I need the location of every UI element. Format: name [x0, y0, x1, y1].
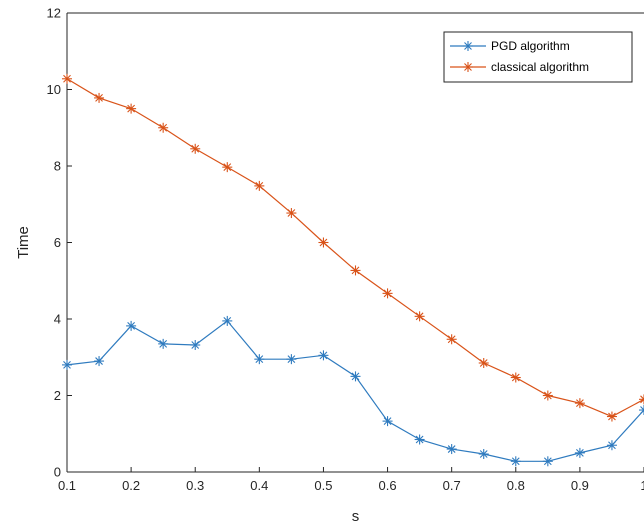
data-point — [190, 340, 201, 351]
series-layer — [62, 73, 644, 467]
legend-label: classical algorithm — [491, 60, 589, 74]
data-point — [286, 208, 297, 219]
legend-marker — [463, 62, 473, 72]
data-point — [382, 288, 393, 299]
y-tick-label: 8 — [54, 159, 61, 174]
data-point — [606, 440, 617, 451]
data-point — [222, 315, 233, 326]
x-axis: 0.1 0.2 0.3 0.4 0.5 0.6 0.7 0.8 0.9 1 — [58, 467, 644, 493]
data-point — [382, 416, 393, 427]
x-tick-label: 0.9 — [571, 478, 589, 493]
x-tick-label: 1 — [640, 478, 644, 493]
data-point — [126, 103, 137, 114]
y-axis-label: Time — [15, 226, 32, 259]
data-point — [158, 338, 169, 349]
x-tick-label: 0.8 — [507, 478, 525, 493]
data-point — [639, 394, 644, 405]
x-tick-label: 0.7 — [443, 478, 461, 493]
x-tick-label: 0.4 — [250, 478, 268, 493]
x-tick-label: 0.6 — [379, 478, 397, 493]
data-point — [350, 265, 361, 276]
data-point — [574, 398, 585, 409]
legend-marker — [463, 41, 473, 51]
data-point — [542, 390, 553, 401]
legend-box — [443, 31, 633, 83]
y-tick-label: 0 — [54, 465, 61, 480]
y-tick-label: 4 — [54, 312, 61, 327]
data-point — [94, 92, 105, 103]
legend-item: PGD algorithm — [450, 39, 570, 53]
x-tick-label: 0.2 — [122, 478, 140, 493]
data-point — [286, 354, 297, 365]
data-point — [542, 456, 553, 467]
data-point — [446, 334, 457, 345]
legend-label: PGD algorithm — [491, 39, 570, 53]
data-point — [318, 237, 329, 248]
data-point — [158, 122, 169, 133]
x-tick-label: 0.1 — [58, 478, 76, 493]
data-point — [350, 371, 361, 382]
data-point — [222, 162, 233, 173]
x-axis-label: s — [352, 508, 360, 525]
data-point — [94, 356, 105, 367]
y-tick-label: 6 — [54, 235, 61, 250]
data-point — [414, 434, 425, 445]
data-point — [254, 354, 265, 365]
data-point — [606, 411, 617, 422]
data-point — [318, 350, 329, 361]
data-point — [478, 357, 489, 368]
series-line — [66, 78, 644, 418]
data-point — [510, 456, 521, 467]
series-classical — [62, 73, 644, 422]
data-point — [639, 405, 644, 416]
legend: PGD algorithm classical algorithm — [443, 31, 633, 83]
y-tick-label: 12 — [47, 6, 61, 21]
x-tick-label: 0.3 — [186, 478, 204, 493]
y-tick-label: 10 — [47, 82, 61, 97]
x-tick-label: 0.5 — [314, 478, 332, 493]
data-point — [126, 320, 137, 331]
y-axis: 0 2 4 6 8 10 12 — [47, 6, 72, 480]
series-pgd — [62, 315, 644, 467]
series-line — [66, 320, 644, 462]
data-point — [446, 444, 457, 455]
data-point — [190, 143, 201, 154]
data-point — [478, 449, 489, 460]
y-tick-label: 2 — [54, 388, 61, 403]
legend-item: classical algorithm — [450, 60, 589, 74]
data-point — [574, 447, 585, 458]
data-point — [414, 311, 425, 322]
data-point — [510, 372, 521, 383]
data-point — [62, 73, 72, 84]
data-point — [62, 359, 72, 370]
data-point — [254, 180, 265, 191]
